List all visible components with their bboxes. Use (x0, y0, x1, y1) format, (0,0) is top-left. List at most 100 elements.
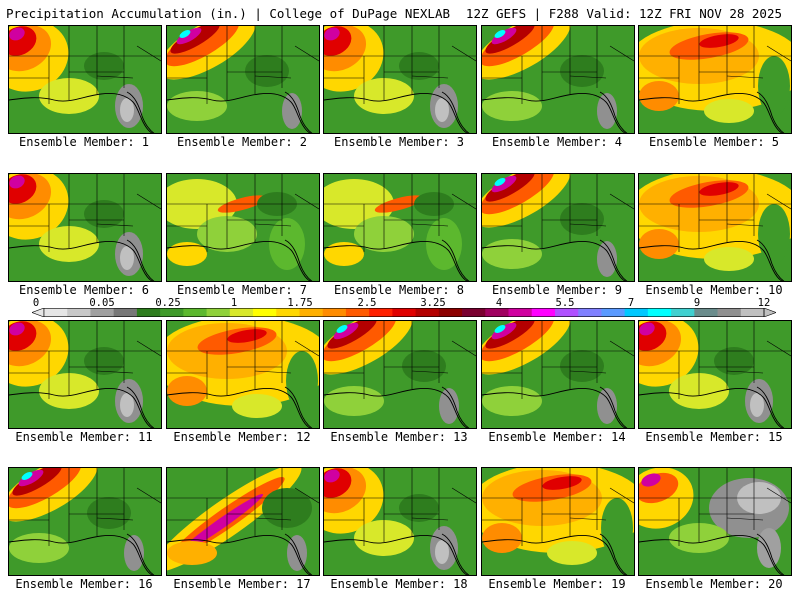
colorbar-swatch (113, 308, 138, 317)
colorbar-swatch (67, 308, 91, 317)
colorbar-swatch (160, 308, 184, 317)
colorbar-swatch (485, 308, 510, 317)
ensemble-member-map (638, 173, 792, 282)
ensemble-member-label: Ensemble Member: 13 (330, 430, 468, 444)
state-borders (639, 321, 791, 428)
colorbar-max-arrow (763, 308, 776, 317)
ensemble-member-map (166, 467, 320, 576)
ensemble-member-label: Ensemble Member: 18 (330, 577, 468, 591)
precip-field (324, 321, 459, 424)
ensemble-member-label: Ensemble Member: 20 (645, 577, 783, 591)
state-borders (482, 174, 634, 281)
ensemble-member-map (166, 173, 320, 282)
state-borders (9, 26, 161, 133)
ensemble-member-label: Ensemble Member: 14 (488, 430, 626, 444)
ensemble-member-map (638, 25, 792, 134)
colorbar-min-arrow (32, 308, 45, 317)
ensemble-member-label: Ensemble Member: 11 (15, 430, 153, 444)
ensemble-member-map (323, 173, 477, 282)
colorbar-swatch (136, 308, 161, 317)
colorbar-swatch (392, 308, 417, 317)
state-borders (639, 26, 791, 133)
precipitation-colorbar (32, 308, 776, 317)
ensemble-member-map (638, 467, 792, 576)
colorbar-tick-label: 0 (32, 297, 40, 309)
ensemble-member-label: Ensemble Member: 8 (333, 283, 465, 297)
state-borders (324, 468, 476, 575)
state-borders (167, 468, 319, 575)
ensemble-member-map (166, 25, 320, 134)
colorbar-swatch (369, 308, 393, 317)
state-borders (639, 468, 791, 575)
precip-field (482, 468, 634, 565)
ensemble-member-label: Ensemble Member: 2 (176, 135, 308, 149)
ensemble-member-map (481, 173, 635, 282)
colorbar-swatch (206, 308, 231, 317)
ensemble-member-label: Ensemble Member: 9 (491, 283, 623, 297)
ensemble-member-map (638, 320, 792, 429)
ensemble-member-label: Ensemble Member: 10 (645, 283, 783, 297)
colorbar-swatch (183, 308, 208, 317)
state-borders (167, 174, 319, 281)
ensemble-member-map (323, 320, 477, 429)
colorbar-swatch (531, 308, 556, 317)
colorbar-tick-label: 9 (693, 297, 701, 309)
colorbar-swatch (44, 308, 68, 317)
ensemble-member-map (481, 467, 635, 576)
colorbar-tick-label: 7 (627, 297, 635, 309)
colorbar-swatch (462, 308, 486, 317)
ensemble-member-map (166, 320, 320, 429)
ensemble-member-map (323, 467, 477, 576)
ensemble-member-map (8, 25, 162, 134)
ensemble-member-label: Ensemble Member: 4 (491, 135, 623, 149)
state-borders (9, 174, 161, 281)
colorbar-swatch (229, 308, 254, 317)
ensemble-member-label: Ensemble Member: 19 (488, 577, 626, 591)
ensemble-member-label: Ensemble Member: 5 (648, 135, 780, 149)
precip-field (482, 174, 617, 277)
ensemble-member-map (481, 320, 635, 429)
colorbar-swatch (647, 308, 672, 317)
colorbar-swatch (299, 308, 324, 317)
colorbar-swatch (694, 308, 719, 317)
colorbar-swatch (345, 308, 370, 317)
colorbar-tick-label: 5.5 (555, 297, 575, 309)
colorbar-tick-label: 3.25 (420, 297, 446, 309)
state-borders (9, 468, 161, 575)
colorbar-swatch (508, 308, 533, 317)
colorbar-swatch (322, 308, 347, 317)
ensemble-member-map (8, 467, 162, 576)
state-borders (324, 321, 476, 428)
precip-field (639, 26, 791, 123)
state-borders (167, 321, 319, 428)
colorbar-swatch (90, 308, 115, 317)
ensemble-member-label: Ensemble Member: 15 (645, 430, 783, 444)
run-valid-time: 12Z GEFS | F288 Valid: 12Z FRI NOV 28 20… (465, 6, 782, 21)
ensemble-member-map (323, 25, 477, 134)
colorbar-tick-label: 0.05 (89, 297, 115, 309)
colorbar-swatch (578, 308, 602, 317)
ensemble-member-label: Ensemble Member: 1 (18, 135, 150, 149)
ensemble-member-label: Ensemble Member: 7 (176, 283, 308, 297)
colorbar-swatch (415, 308, 440, 317)
state-borders (9, 321, 161, 428)
ensemble-member-map (481, 25, 635, 134)
colorbar-tick-label: 1.75 (287, 297, 313, 309)
ensemble-member-label: Ensemble Member: 17 (173, 577, 311, 591)
state-borders (324, 26, 476, 133)
precip-field (639, 174, 791, 271)
state-borders (482, 321, 634, 428)
ensemble-member-label: Ensemble Member: 16 (15, 577, 153, 591)
ensemble-member-map (8, 173, 162, 282)
colorbar-tick-label: 1 (230, 297, 238, 309)
colorbar-swatch (601, 308, 626, 317)
map-title: Precipitation Accumulation (in.) | Colle… (6, 6, 451, 21)
state-borders (167, 26, 319, 133)
state-borders (639, 174, 791, 281)
colorbar-swatch (717, 308, 742, 317)
state-borders (324, 174, 476, 281)
colorbar-swatch (554, 308, 579, 317)
ensemble-member-map (8, 320, 162, 429)
colorbar-swatch (740, 308, 765, 317)
colorbar-tick-label: 4 (495, 297, 503, 309)
